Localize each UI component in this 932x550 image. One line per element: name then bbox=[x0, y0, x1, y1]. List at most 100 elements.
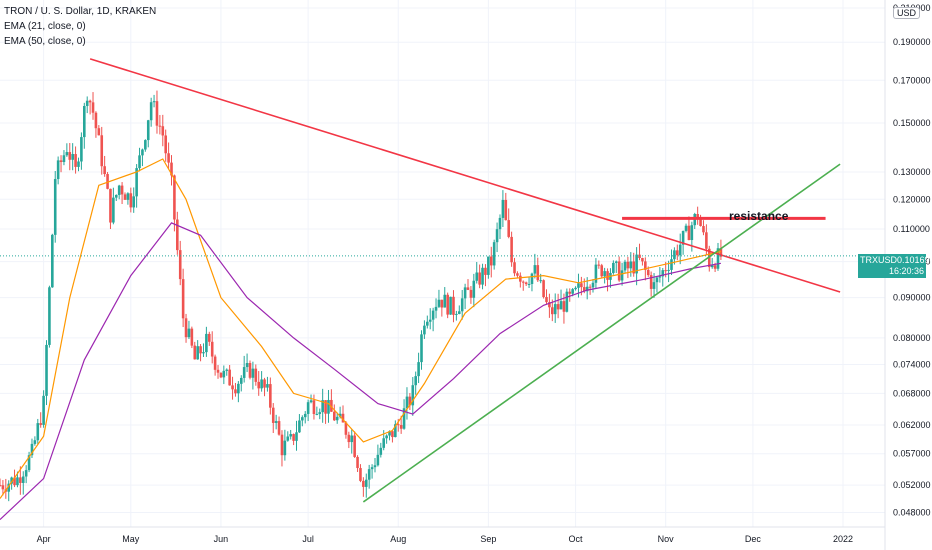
candle-body bbox=[545, 297, 548, 303]
y-tick-label: 0.110000 bbox=[893, 224, 930, 234]
candle-body bbox=[277, 421, 281, 435]
candle-body bbox=[705, 232, 708, 249]
candle-body bbox=[710, 265, 714, 268]
candle-body bbox=[1, 485, 5, 490]
candle-body bbox=[588, 286, 592, 288]
candle-body bbox=[463, 287, 467, 299]
candle-body bbox=[65, 152, 69, 156]
legend-ema21[interactable]: EMA (21, close, 0) bbox=[4, 21, 86, 32]
candle-body bbox=[501, 199, 505, 218]
y-tick-label: 0.130000 bbox=[893, 167, 931, 177]
candle-body bbox=[466, 287, 470, 290]
candle-body bbox=[504, 199, 508, 221]
candle-body bbox=[289, 434, 292, 437]
candle-body bbox=[373, 465, 377, 468]
candle-body bbox=[617, 261, 621, 281]
candle-body bbox=[161, 126, 165, 136]
candle-body bbox=[184, 318, 188, 338]
candle-body bbox=[309, 400, 313, 403]
candle-body bbox=[347, 434, 351, 443]
candle-body bbox=[667, 269, 670, 271]
candle-body bbox=[646, 269, 650, 276]
candle-body bbox=[516, 273, 519, 276]
candle-body bbox=[670, 259, 673, 270]
candle-body bbox=[644, 261, 647, 270]
candle-body bbox=[492, 242, 496, 266]
candle-body bbox=[612, 262, 615, 273]
candle-body bbox=[620, 270, 624, 281]
candle-body bbox=[719, 248, 723, 257]
candle-body bbox=[716, 248, 720, 269]
candle-body bbox=[298, 420, 301, 433]
candle-body bbox=[106, 174, 109, 189]
candle-body bbox=[376, 454, 380, 466]
candle-body bbox=[423, 325, 426, 335]
candle-body bbox=[257, 381, 261, 389]
candle-body bbox=[551, 307, 554, 315]
x-tick-label: Jul bbox=[302, 534, 314, 544]
candle-body bbox=[254, 368, 258, 382]
legend-ema50[interactable]: EMA (50, close, 0) bbox=[4, 36, 86, 47]
candle-body bbox=[141, 149, 144, 156]
candle-body bbox=[388, 431, 391, 436]
candle-body bbox=[13, 477, 16, 486]
resistance-annotation: resistance bbox=[729, 209, 789, 223]
candle-body bbox=[193, 345, 197, 360]
trendlines bbox=[0, 58, 885, 503]
candle-body bbox=[280, 434, 284, 456]
candle-body bbox=[411, 385, 415, 406]
currency-badge[interactable]: USD bbox=[893, 7, 921, 19]
candle-body bbox=[702, 226, 705, 233]
candle-body bbox=[356, 456, 359, 469]
candle-body bbox=[80, 137, 83, 162]
candle-body bbox=[216, 369, 220, 373]
candle-body bbox=[91, 102, 95, 113]
candle-body bbox=[260, 379, 263, 389]
candle-body bbox=[301, 417, 304, 421]
candle-body bbox=[396, 424, 400, 426]
y-tick-label: 0.190000 bbox=[893, 37, 931, 47]
candle-body bbox=[658, 276, 662, 278]
candle-body bbox=[632, 261, 636, 274]
candle-body bbox=[484, 267, 487, 275]
candle-body bbox=[382, 438, 386, 448]
candle-body bbox=[446, 294, 449, 315]
candle-body bbox=[597, 264, 601, 266]
candle-body bbox=[39, 423, 42, 425]
candle-body bbox=[327, 399, 330, 414]
candle-body bbox=[568, 291, 572, 294]
candle-body bbox=[510, 236, 513, 263]
candle-body bbox=[457, 311, 461, 314]
x-tick-label: Dec bbox=[745, 534, 762, 544]
candle-body bbox=[580, 283, 583, 288]
candle-body bbox=[103, 166, 106, 175]
candle-body bbox=[7, 483, 11, 492]
candle-body bbox=[664, 270, 667, 272]
candle-body bbox=[350, 435, 354, 443]
candle-body bbox=[207, 333, 211, 342]
candle-body bbox=[585, 286, 589, 292]
candle-body bbox=[210, 341, 214, 357]
candle-body bbox=[591, 282, 595, 288]
y-tick-label: 0.068000 bbox=[893, 388, 931, 398]
candle-body bbox=[524, 282, 528, 285]
candle-body bbox=[353, 435, 356, 457]
candle-body bbox=[0, 485, 2, 487]
candle-body bbox=[577, 283, 580, 288]
candle-body bbox=[85, 100, 89, 107]
candle-body bbox=[251, 368, 255, 378]
x-tick-label: Aug bbox=[390, 534, 406, 544]
chart-legend: TRON / U. S. Dollar, 1D, KRAKEN EMA (21,… bbox=[4, 4, 156, 49]
candle-body bbox=[74, 154, 77, 167]
candle-body bbox=[475, 272, 479, 281]
candle-body bbox=[649, 275, 653, 289]
candle-body bbox=[62, 155, 66, 163]
candle-body bbox=[33, 440, 37, 444]
y-tick-label: 0.048000 bbox=[893, 507, 931, 517]
candle-body bbox=[440, 299, 444, 308]
candle-body bbox=[455, 313, 458, 315]
candle-body bbox=[614, 261, 618, 263]
candle-body bbox=[364, 479, 368, 487]
candle-body bbox=[437, 299, 441, 307]
